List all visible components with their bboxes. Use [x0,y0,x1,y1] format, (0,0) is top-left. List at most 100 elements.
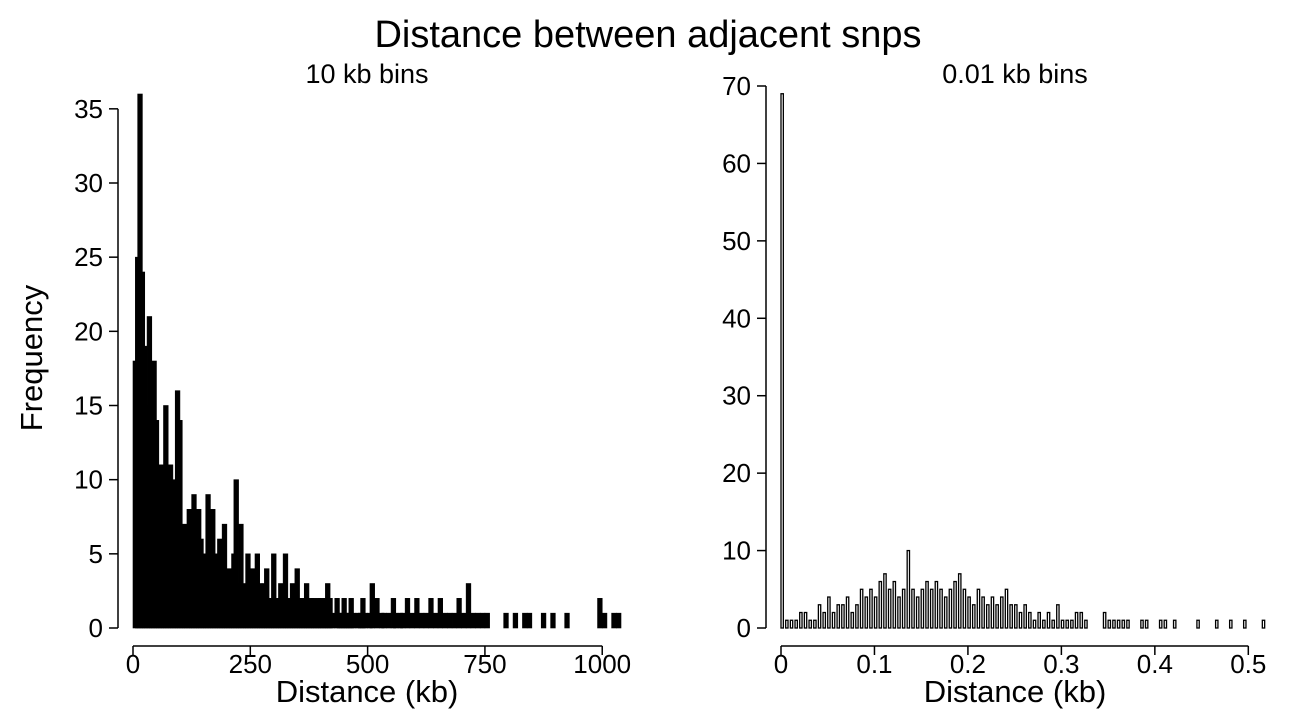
histogram-bar [845,596,850,629]
histogram-bar [794,619,799,629]
x-tick-label: 0.2 [950,649,986,679]
histogram-bar [1158,619,1163,629]
histogram-bar [897,596,901,629]
histogram-bar [512,612,519,629]
histogram-bar [456,598,462,629]
histogram-bar [404,598,411,629]
histogram-bar [1084,619,1088,629]
histogram-bar [433,612,439,629]
x-tick-label: 500 [346,649,389,679]
histogram-bar [817,604,822,629]
histogram-bar [943,596,948,629]
y-tick-label: 40 [722,303,751,333]
histogram-bar [409,612,415,629]
histogram-bar [1163,619,1168,629]
histogram-bar [564,612,570,629]
y-tick-label: 30 [74,168,103,198]
histogram-bar [1028,611,1032,629]
histogram-bar [957,573,962,629]
histogram-bar [1014,604,1018,629]
y-tick-label: 15 [74,391,103,421]
histogram-bar [985,604,990,629]
histogram-bar [799,611,803,629]
histogram-bar [785,619,789,629]
axes-10kb: 0 5 10 15 20 25 30 35 0 250 500 750 1000 [74,94,631,679]
histogram-bar [803,611,808,629]
histogram-bar [1046,611,1051,629]
histogram-bar [503,612,509,629]
y-tick-label: 30 [722,381,751,411]
histogram-bar [597,598,603,629]
histogram-bar [869,588,873,629]
x-axis-label-10kb: Distance (kb) [276,674,459,709]
histogram-bar [831,611,836,629]
histogram-bar [1074,611,1079,629]
histogram-bar [841,604,845,629]
y-tick-label: 0 [737,613,751,643]
y-tick-label: 70 [722,71,751,101]
histogram-bar [1051,619,1056,629]
histogram-bar [850,611,855,629]
histogram-bar [971,604,976,629]
histogram-bar [526,612,533,629]
histogram-bar [479,612,486,629]
histogram-bar [442,612,448,629]
histogram-bar [780,93,784,629]
histogram-bar [855,604,859,629]
x-tick-label: 0 [126,649,140,679]
x-tick-label: 0.3 [1043,649,1079,679]
bars-10kb [132,93,622,629]
histogram-panel-10kb: 10 kb bins Distance (kb) 051015202530350… [74,59,631,709]
histogram-bar [915,596,920,629]
bars-001kb [780,93,1266,629]
y-tick-label: 0 [89,613,103,643]
histogram-bar [827,596,831,629]
histogram-bar [953,580,957,629]
x-tick-label: 0.4 [1137,649,1173,679]
histogram-bar [878,580,883,629]
histogram-bar [883,573,887,629]
x-tick-label: 0.1 [856,649,892,679]
histogram-bar [1079,611,1084,629]
histogram-bar [1037,611,1042,629]
x-axis-label-001kb: Distance (kb) [924,674,1107,709]
histogram-bar [1196,619,1200,629]
histogram-bar [522,612,528,629]
x-tick-label: 0.5 [1230,649,1266,679]
histogram-bar [981,596,985,629]
y-tick-label: 60 [722,148,751,178]
histogram-bar [999,596,1004,629]
histogram-bar [1242,619,1247,629]
histogram-bar [616,612,622,629]
histogram-bar [1228,619,1233,629]
histogram-bar [550,612,556,629]
histogram-bar [423,612,429,629]
histogram-bar [990,596,995,629]
histogram-bar [822,611,827,629]
histogram-bar [418,612,425,629]
histogram-bar [350,612,357,629]
histogram-bar [813,619,817,629]
histogram-bar [1065,619,1070,629]
histogram-bar [329,612,336,629]
axes-001kb: 0 10 20 30 40 50 60 70 0 0.1 0.2 0.3 0.4 0.5 [722,71,1266,679]
histogram-bar [451,612,458,629]
histogram-bar [925,580,929,629]
histogram-bar [948,588,953,629]
histogram-bar [465,583,472,629]
histogram-bar [901,588,906,629]
histogram-bar [1004,588,1009,629]
histogram-bar [1009,604,1013,629]
histogram-bar [1261,619,1266,629]
histogram-bar [864,596,869,629]
histogram-bar [873,596,878,629]
y-tick-label: 35 [74,94,103,124]
histogram-bar [887,588,892,629]
histogram-bar [1102,611,1107,629]
histogram-bar [601,612,608,629]
histogram-bar [611,612,617,629]
histogram-bar [1023,604,1027,629]
histogram-bar [906,549,911,629]
histogram-bar [447,612,453,629]
histogram-bar [939,588,943,629]
